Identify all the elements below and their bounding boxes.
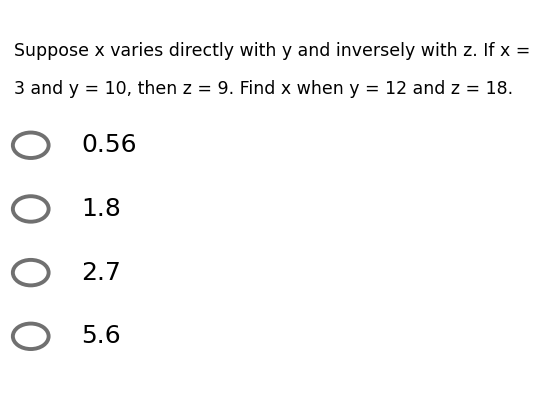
Text: Suppose x varies directly with y and inversely with z. If x =: Suppose x varies directly with y and inv… bbox=[14, 42, 530, 60]
Text: 1.8: 1.8 bbox=[81, 197, 121, 221]
Text: 0.56: 0.56 bbox=[81, 133, 137, 157]
Text: 2.7: 2.7 bbox=[81, 261, 121, 285]
Text: 5.6: 5.6 bbox=[81, 324, 121, 348]
Text: 3 and y = 10, then z = 9. Find x when y = 12 and z = 18.: 3 and y = 10, then z = 9. Find x when y … bbox=[14, 80, 513, 98]
